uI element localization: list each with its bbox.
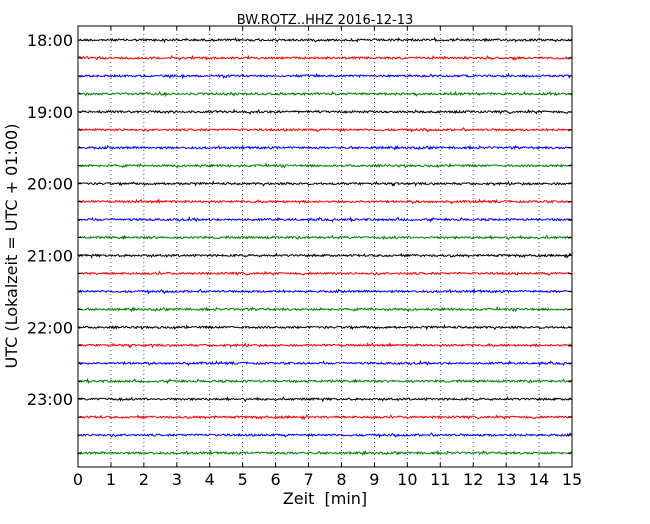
x-tick-label: 12 [463, 470, 483, 489]
x-tick-label: 0 [73, 470, 83, 489]
trace-1945 [77, 162, 572, 169]
x-tick-label: 11 [430, 470, 450, 489]
trace-1800 [77, 36, 573, 44]
trace-2015 [77, 198, 572, 205]
trace-2345 [77, 449, 572, 457]
trace-2030 [77, 216, 573, 223]
x-tick-label: 15 [562, 470, 582, 489]
trace-1845 [77, 90, 572, 98]
x-tick-label: 5 [238, 470, 248, 489]
x-tick-label: 10 [397, 470, 417, 489]
trace-2115 [77, 270, 573, 277]
trace-2315 [77, 414, 572, 421]
trace-1930 [77, 144, 572, 151]
trace-2000 [77, 180, 572, 187]
trace-1900 [77, 108, 572, 115]
x-tick-label: 9 [369, 470, 379, 489]
x-tick-label: 2 [139, 470, 149, 489]
trace-1830 [77, 72, 572, 80]
x-tick-label: 13 [496, 470, 516, 489]
y-tick-label: 20:00 [27, 175, 73, 194]
x-tick-label: 1 [106, 470, 116, 489]
trace-2200 [77, 324, 572, 331]
trace-2100 [77, 252, 572, 259]
x-tick-label: 14 [529, 470, 549, 489]
x-tick-label: 4 [205, 470, 215, 489]
y-tick-label: 23:00 [27, 390, 73, 409]
x-tick-label: 8 [336, 470, 346, 489]
trace-1915 [77, 127, 572, 133]
y-tick-label: 21:00 [27, 246, 73, 265]
plot-frame [77, 25, 573, 468]
y-tick-label: 18:00 [27, 31, 73, 50]
trace-2300 [77, 396, 572, 403]
trace-2045 [77, 234, 572, 241]
trace-2245 [77, 377, 572, 385]
x-tick-label: 7 [303, 470, 313, 489]
x-axis-label: Zeit [min] [283, 489, 367, 508]
trace-2330 [77, 432, 572, 439]
trace-2230 [77, 359, 572, 367]
trace-2130 [77, 287, 572, 295]
y-tick-label: 22:00 [27, 318, 73, 337]
y-tick-label: 19:00 [27, 103, 73, 122]
y-axis-label: UTC (Lokalzeit = UTC + 01:00) [2, 124, 21, 369]
x-tick-label: 6 [271, 470, 281, 489]
trace-1815 [77, 54, 573, 62]
chart-title: BW.ROTZ..HHZ 2016-12-13 [237, 13, 413, 28]
trace-2145 [77, 305, 572, 313]
trace-2215 [77, 341, 572, 349]
x-tick-label: 3 [172, 470, 182, 489]
